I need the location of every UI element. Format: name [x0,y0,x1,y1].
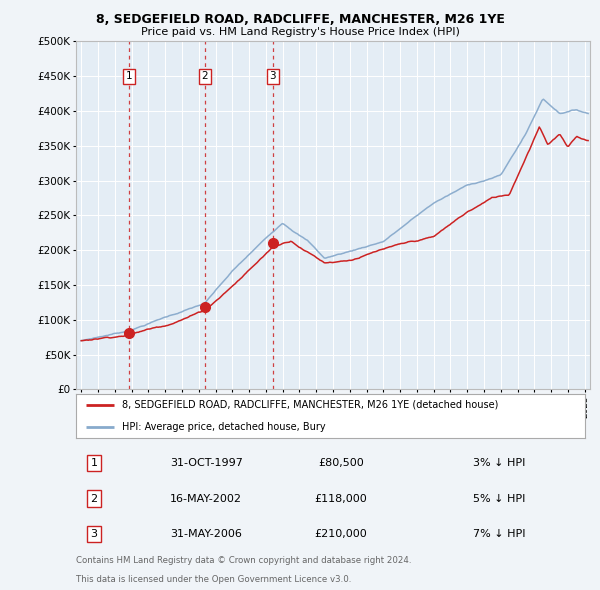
Text: 31-OCT-1997: 31-OCT-1997 [170,458,243,468]
Text: This data is licensed under the Open Government Licence v3.0.: This data is licensed under the Open Gov… [76,575,352,584]
Text: 5% ↓ HPI: 5% ↓ HPI [473,494,526,503]
Text: 1: 1 [91,458,98,468]
Text: HPI: Average price, detached house, Bury: HPI: Average price, detached house, Bury [122,422,326,432]
Text: £210,000: £210,000 [314,529,367,539]
Text: 31-MAY-2006: 31-MAY-2006 [170,529,242,539]
Text: 1: 1 [125,71,132,81]
Text: Contains HM Land Registry data © Crown copyright and database right 2024.: Contains HM Land Registry data © Crown c… [76,556,412,565]
Text: £80,500: £80,500 [318,458,364,468]
Text: 7% ↓ HPI: 7% ↓ HPI [473,529,526,539]
Text: 8, SEDGEFIELD ROAD, RADCLIFFE, MANCHESTER, M26 1YE (detached house): 8, SEDGEFIELD ROAD, RADCLIFFE, MANCHESTE… [122,399,499,409]
Text: Price paid vs. HM Land Registry's House Price Index (HPI): Price paid vs. HM Land Registry's House … [140,27,460,37]
Text: 3: 3 [269,71,276,81]
Text: 3: 3 [91,529,98,539]
Text: £118,000: £118,000 [314,494,367,503]
Text: 16-MAY-2002: 16-MAY-2002 [170,494,242,503]
Text: 3% ↓ HPI: 3% ↓ HPI [473,458,526,468]
Text: 2: 2 [91,494,98,503]
Text: 8, SEDGEFIELD ROAD, RADCLIFFE, MANCHESTER, M26 1YE: 8, SEDGEFIELD ROAD, RADCLIFFE, MANCHESTE… [95,13,505,26]
Text: 2: 2 [202,71,208,81]
